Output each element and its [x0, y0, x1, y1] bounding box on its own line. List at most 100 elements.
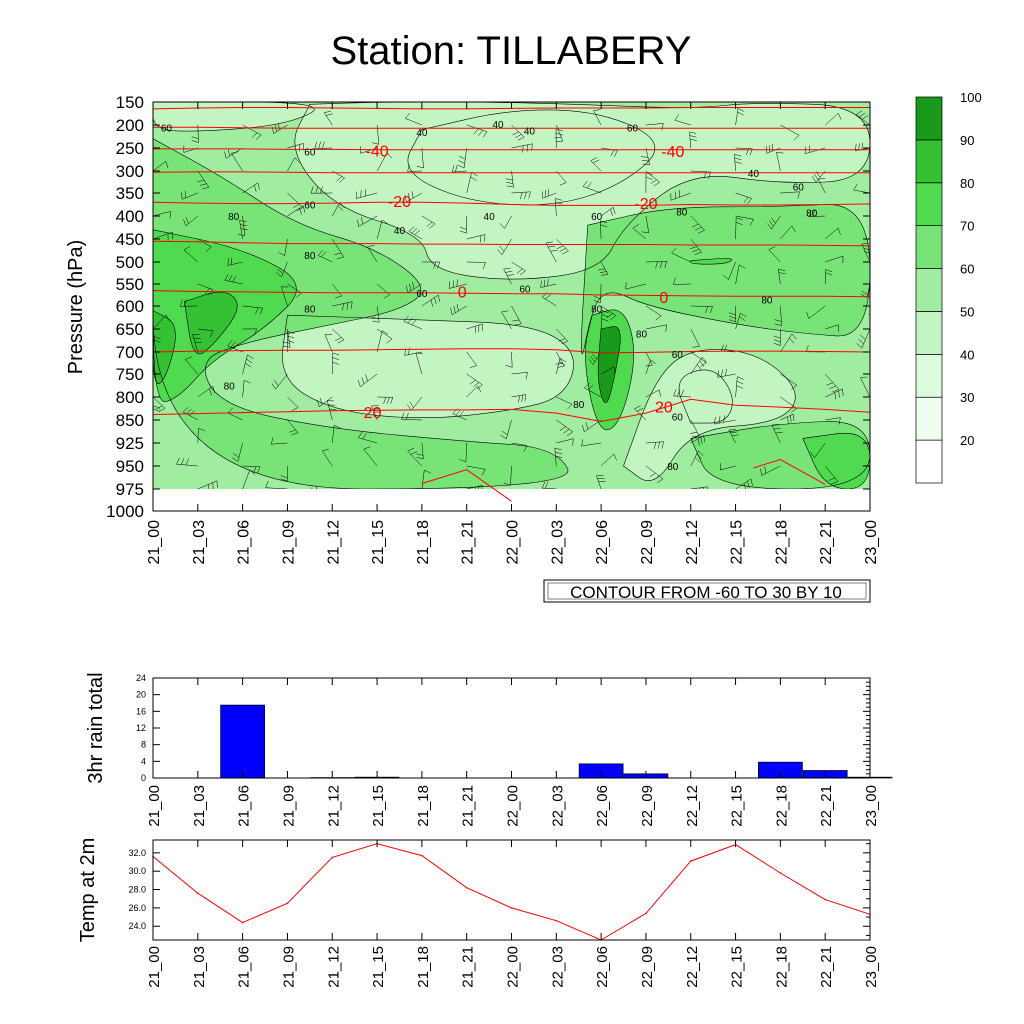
wind-barb — [323, 110, 333, 126]
wind-barb — [287, 331, 295, 353]
wind-barb — [625, 282, 646, 290]
wind-barb — [645, 123, 664, 131]
wind-barb — [780, 191, 800, 199]
humidity-contour-label: 80 — [806, 208, 818, 219]
wind-barb — [401, 412, 422, 421]
rain-ytick-label: 16 — [136, 706, 146, 716]
wind-barb — [405, 112, 422, 126]
wind-barb — [459, 215, 467, 234]
wind-barb — [242, 469, 256, 489]
colorbar-label: 30 — [960, 390, 974, 405]
humidity-contour — [153, 102, 315, 132]
wind-barb — [377, 396, 394, 404]
wind-barb — [224, 274, 243, 285]
wind-barb — [415, 352, 423, 375]
colorbar-swatch — [915, 139, 943, 184]
wind-barb — [556, 419, 573, 437]
wind-barb — [185, 356, 198, 375]
wind-barb — [735, 376, 744, 398]
wind-barb — [719, 463, 736, 471]
wind-barb — [242, 380, 251, 398]
wind-barb — [554, 447, 563, 467]
wind-barb — [457, 147, 467, 169]
wind-barb — [690, 351, 707, 367]
wind-barb — [242, 124, 262, 140]
wind-barb — [645, 261, 667, 269]
pressure-tick-label: 600 — [116, 297, 144, 316]
wind-barb — [545, 241, 558, 263]
humidity-region — [802, 433, 870, 489]
pressure-tick-label: 650 — [116, 320, 144, 339]
wind-barb — [497, 238, 512, 255]
wind-barb — [191, 124, 199, 143]
wind-barb — [500, 419, 512, 440]
wind-barb — [227, 340, 243, 353]
wind-barb — [287, 157, 300, 172]
humidity-contour-label: 80 — [304, 304, 316, 315]
humidity-contour-label: 60 — [304, 148, 316, 159]
wind-barb — [371, 305, 380, 323]
humidity-contour-label: 60 — [672, 412, 684, 423]
time-tick-label: 21_09 — [280, 520, 297, 565]
wind-barb — [197, 170, 210, 190]
wind-barb — [780, 124, 800, 141]
humidity-region — [294, 102, 870, 280]
wind-barb — [332, 424, 341, 444]
wind-barb — [717, 368, 736, 378]
pressure-tick-label: 750 — [116, 365, 144, 384]
humidity-contour — [690, 258, 733, 265]
wind-barb — [780, 413, 795, 424]
rain-bar — [220, 704, 265, 779]
wind-barb — [555, 198, 563, 217]
wind-barb — [780, 488, 781, 489]
temp-series-line — [152, 843, 871, 941]
wind-barb — [645, 441, 664, 450]
cross-section-ylabel: Pressure (hPa) — [65, 240, 87, 375]
wind-barb — [598, 261, 609, 276]
wind-barb — [505, 351, 513, 368]
wind-barb — [641, 147, 650, 165]
wind-barb — [281, 286, 289, 307]
humidity-contour — [184, 291, 238, 355]
wind-barb — [501, 310, 512, 330]
temperature-contour-label: 20 — [364, 405, 382, 422]
time-tick-label: 21_00 — [146, 520, 163, 565]
temperature-contour-label: -40 — [661, 144, 684, 161]
temp-time-tick-label: 21_03 — [191, 946, 208, 988]
wind-barb — [861, 243, 870, 263]
wind-barb — [511, 442, 528, 452]
time-tick-label: 22_15 — [729, 520, 746, 565]
wind-barb — [511, 372, 528, 380]
wind-barb — [421, 469, 431, 489]
wind-barb — [287, 283, 302, 298]
humidity-contour — [581, 204, 870, 355]
humidity-contour — [282, 314, 574, 418]
wind-barb — [856, 110, 870, 126]
wind-barb — [421, 215, 436, 229]
time-tick-label: 22_12 — [684, 520, 701, 565]
wind-barb — [771, 424, 783, 444]
wind-barb — [183, 215, 198, 227]
wind-barb — [584, 382, 602, 398]
pressure-tick-label: 550 — [116, 275, 144, 294]
wind-barb — [556, 396, 573, 410]
wind-barb — [466, 373, 483, 390]
humidity-region — [153, 138, 569, 489]
temp-ytick-label: 32.0 — [128, 848, 146, 858]
rain-time-tick-label: 22_15 — [729, 785, 746, 827]
wind-barb — [869, 171, 870, 172]
wind-barb — [824, 488, 826, 489]
colorbar-label: 100 — [960, 90, 982, 105]
temperature-contour-label: 20 — [655, 400, 673, 417]
colorbar-swatch — [915, 96, 943, 141]
wind-barb — [556, 438, 574, 446]
wind-barb — [869, 351, 870, 352]
wind-barb — [282, 328, 291, 348]
wind-barb — [416, 147, 424, 169]
temp-point — [331, 856, 334, 859]
temp-time-tick-label: 21_21 — [460, 946, 477, 988]
wind-barb — [403, 315, 422, 330]
wind-barb — [408, 226, 423, 240]
rain-time-tick-label: 21_12 — [325, 785, 342, 827]
humidity-contour-label: 60 — [591, 212, 603, 223]
